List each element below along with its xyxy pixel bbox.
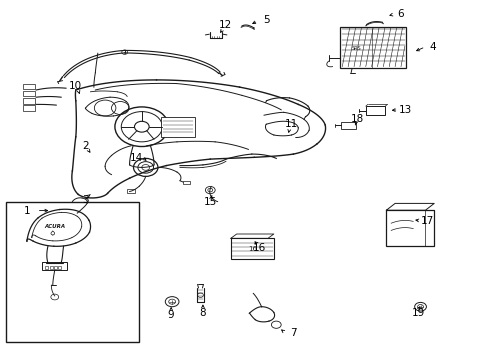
Bar — [339, 27, 405, 68]
Text: 9: 9 — [167, 310, 174, 320]
Text: 7: 7 — [289, 328, 296, 338]
Text: 1: 1 — [23, 206, 30, 216]
Text: 18: 18 — [349, 114, 363, 124]
Text: 10: 10 — [69, 81, 82, 91]
Text: 4: 4 — [428, 42, 435, 52]
Bar — [23, 105, 35, 111]
Bar — [58, 266, 61, 269]
Text: SRS: SRS — [350, 46, 360, 51]
Bar — [341, 122, 355, 129]
Bar — [161, 117, 194, 137]
Text: ACURA: ACURA — [44, 224, 65, 229]
Text: 8: 8 — [199, 308, 206, 318]
Bar — [23, 98, 35, 104]
Bar — [23, 84, 35, 89]
Bar — [230, 238, 273, 259]
Text: 16: 16 — [247, 246, 256, 252]
Text: 12: 12 — [218, 20, 231, 30]
Bar — [42, 262, 66, 270]
Text: 16: 16 — [252, 243, 265, 253]
Bar — [386, 210, 433, 246]
Text: 17: 17 — [420, 216, 434, 226]
Bar — [183, 181, 189, 184]
Bar — [54, 266, 57, 269]
Bar — [23, 91, 35, 96]
Bar — [365, 106, 385, 115]
Text: 13: 13 — [398, 105, 412, 115]
Text: 19: 19 — [410, 308, 424, 318]
Text: 3: 3 — [82, 195, 89, 205]
Text: 14: 14 — [130, 153, 143, 163]
Text: 6: 6 — [397, 9, 404, 19]
Bar — [45, 266, 48, 269]
Bar — [127, 189, 135, 193]
Bar — [50, 266, 53, 269]
Text: 15: 15 — [203, 197, 217, 207]
Text: 5: 5 — [263, 15, 269, 25]
Text: 11: 11 — [284, 119, 297, 129]
Text: 2: 2 — [82, 141, 89, 151]
Bar — [6, 202, 139, 342]
